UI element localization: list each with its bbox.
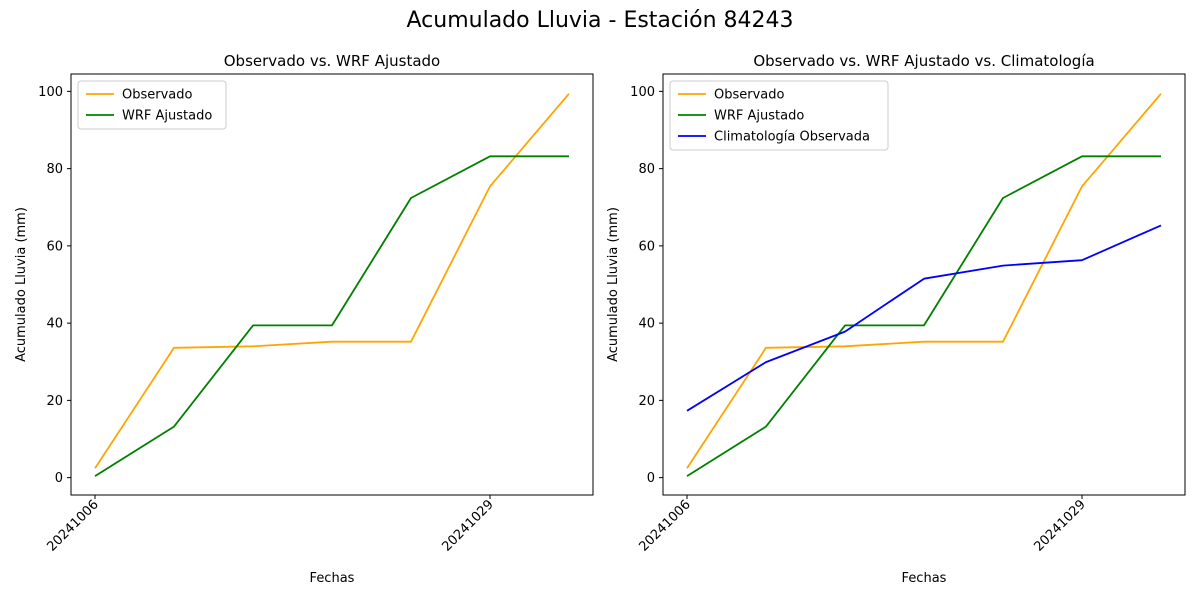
y-tick-label: 80 [46, 162, 63, 177]
y-tick-label: 100 [630, 85, 655, 100]
axes-frame [70, 73, 594, 496]
y-tick-label: 60 [638, 239, 655, 254]
legend-entry: WRF Ajustado [714, 109, 804, 124]
y-axis-label: Acumulado Lluvia (mm) [14, 207, 29, 362]
series-line-1 [686, 93, 1162, 469]
x-tick-label: 20241029 [1031, 497, 1088, 554]
axes-frame [662, 73, 1186, 496]
subplot-2: 0 20 40 60 80 100 20241006 20241029 Observado vs… [606, 52, 1186, 586]
x-tick-label: 20241006 [636, 497, 693, 554]
series-line-2 [94, 155, 569, 477]
x-axis-label: Fechas [902, 571, 947, 586]
series-line-1 [94, 93, 570, 469]
y-tick-label: 20 [638, 394, 655, 409]
x-tick-label: 20241006 [44, 497, 101, 554]
x-axis-label: Fechas [310, 571, 355, 586]
series-line-3 [686, 224, 1162, 412]
y-tick-label: 0 [55, 471, 63, 486]
subplot-title: Observado vs. WRF Ajustado vs. Climatolo… [753, 52, 1094, 70]
y-tick-label: 60 [46, 239, 63, 254]
legend-entry: Observado [122, 88, 193, 103]
legend-box [77, 80, 227, 130]
subplot-1: 0 20 40 60 80 100 20241006 20241029 Observado vs… [14, 52, 594, 586]
legend: Observado WRF Ajustado Climatología Observ… [669, 80, 889, 151]
legend-box [669, 80, 889, 151]
legend-entry: Observado [714, 88, 785, 103]
series-line-2 [686, 155, 1161, 477]
y-tick-label: 40 [46, 317, 63, 332]
y-tick-label: 20 [46, 394, 63, 409]
legend: Observado WRF Ajustado [77, 80, 227, 130]
figure-title: Acumulado Lluvia - Estación 84243 [406, 8, 794, 33]
legend-entry: Climatología Observada [714, 130, 870, 145]
x-tick-label: 20241029 [439, 497, 496, 554]
y-tick-label: 100 [38, 85, 63, 100]
legend-entry: WRF Ajustado [122, 109, 212, 124]
y-tick-label: 80 [638, 162, 655, 177]
y-axis-label: Acumulado Lluvia (mm) [606, 207, 621, 362]
subplot-title: Observado vs. WRF Ajustado [224, 52, 440, 70]
y-tick-label: 0 [647, 471, 655, 486]
y-tick-label: 40 [638, 317, 655, 332]
